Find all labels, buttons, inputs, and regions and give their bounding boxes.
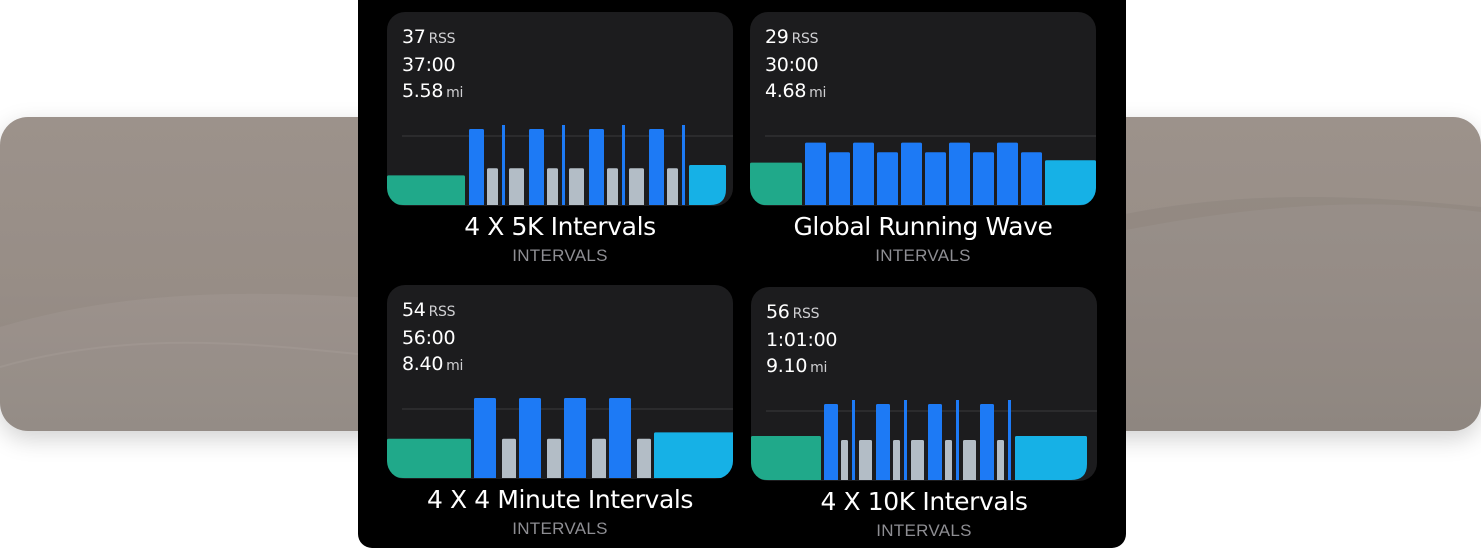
distance-value: 5.58: [402, 80, 444, 102]
chart-bar-work: [925, 152, 946, 205]
workout-category: INTERVALS: [512, 519, 608, 538]
duration-value: 30:00: [765, 54, 819, 76]
workout-title[interactable]: 4 X 5K Intervals: [464, 212, 656, 241]
rss-value: 29: [765, 26, 789, 48]
distance-value: 9.10: [766, 355, 808, 377]
chart-bar-cooldown: [689, 165, 726, 205]
chart-bar-recovery: [667, 168, 678, 205]
rss-value: 37: [402, 26, 426, 48]
chart-bar-work: [956, 400, 959, 480]
chart-bar-work: [519, 398, 541, 478]
chart-bar-recovery: [841, 440, 848, 480]
duration-value: 56:00: [402, 327, 456, 349]
chart-bar-work: [904, 400, 907, 480]
chart-bar-work: [474, 398, 496, 478]
duration-value: 37:00: [402, 54, 456, 76]
chart-bar-recovery: [963, 440, 976, 480]
chart-bar-work: [589, 129, 604, 205]
chart-bar-warmup: [750, 162, 802, 205]
chart-bar-work: [805, 142, 826, 205]
distance-value: 4.68: [765, 80, 807, 102]
workout-stats: 37 RSS 37:00 5.58 mi: [402, 24, 463, 106]
rss-value: 54: [402, 299, 426, 321]
chart-bar-work: [824, 404, 838, 480]
workout-category: INTERVALS: [875, 246, 971, 265]
chart-bar-recovery: [487, 168, 498, 205]
chart-bar-work: [1021, 152, 1042, 205]
chart-bar-work: [564, 398, 586, 478]
chart-bar-recovery: [893, 440, 900, 480]
workout-structure-chart: [750, 135, 1096, 205]
chart-bar-work: [829, 152, 850, 205]
chart-bar-recovery: [859, 440, 872, 480]
chart-bar-warmup: [387, 175, 465, 205]
chart-bar-cooldown: [654, 432, 733, 478]
workout-card-1[interactable]: 37 RSS 37:00 5.58 mi: [387, 12, 733, 206]
chart-bar-recovery: [502, 438, 516, 478]
chart-bar-work: [949, 142, 970, 205]
workout-title[interactable]: 4 X 10K Intervals: [820, 487, 1028, 516]
chart-bar-work: [928, 404, 942, 480]
workout-list-panel: 37 RSS 37:00 5.58 mi 4 X 5K Intervals INTE…: [358, 0, 1126, 548]
chart-bar-work: [901, 142, 922, 205]
chart-bar-recovery: [629, 168, 644, 205]
chart-bar-recovery: [945, 440, 952, 480]
workout-stats: 29 RSS 30:00 4.68 mi: [765, 24, 826, 106]
workout-category: INTERVALS: [876, 521, 972, 540]
chart-bar-work: [853, 142, 874, 205]
chart-bar-recovery: [547, 168, 558, 205]
chart-bar-work: [997, 142, 1018, 205]
duration-value: 1:01:00: [766, 329, 838, 351]
chart-bar-recovery: [547, 438, 561, 478]
chart-bar-work: [469, 129, 484, 205]
workout-card-2[interactable]: 29 RSS 30:00 4.68 mi: [750, 12, 1096, 206]
rss-unit: RSS: [428, 304, 456, 320]
distance-value: 8.40: [402, 353, 444, 375]
rss-value: 56: [766, 301, 790, 323]
chart-bar-recovery: [569, 168, 584, 205]
distance-unit: mi: [809, 85, 827, 101]
workout-structure-chart: [751, 400, 1097, 480]
distance-unit: mi: [446, 85, 464, 101]
workout-category: INTERVALS: [512, 246, 608, 265]
chart-bar-warmup: [387, 438, 471, 478]
chart-bar-work: [852, 400, 855, 480]
chart-bar-work: [1008, 400, 1011, 480]
workout-structure-chart: [387, 398, 733, 478]
chart-bar-recovery: [637, 438, 651, 478]
chart-bar-work: [622, 125, 625, 205]
workout-stats: 54 RSS 56:00 8.40 mi: [402, 297, 463, 379]
chart-bar-recovery: [509, 168, 524, 205]
rss-unit: RSS: [792, 306, 820, 322]
chart-bar-work: [973, 152, 994, 205]
chart-bar-cooldown: [1045, 160, 1096, 205]
chart-bar-recovery: [911, 440, 924, 480]
rss-unit: RSS: [791, 31, 819, 47]
distance-unit: mi: [810, 360, 828, 376]
chart-bar-recovery: [592, 438, 606, 478]
chart-bar-work: [877, 152, 898, 205]
chart-bar-work: [649, 129, 664, 205]
chart-bar-work: [609, 398, 631, 478]
chart-bar-recovery: [997, 440, 1004, 480]
chart-bar-work: [876, 404, 890, 480]
distance-unit: mi: [446, 358, 464, 374]
workout-stats: 56 RSS 1:01:00 9.10 mi: [766, 299, 837, 381]
chart-bar-work: [562, 125, 565, 205]
chart-bar-work: [529, 129, 544, 205]
workout-card-4[interactable]: 56 RSS 1:01:00 9.10 mi: [751, 287, 1097, 481]
chart-bar-warmup: [751, 436, 821, 480]
workout-structure-chart: [387, 125, 733, 205]
workout-title[interactable]: Global Running Wave: [793, 212, 1053, 241]
chart-bar-work: [682, 125, 685, 205]
chart-bar-recovery: [607, 168, 618, 205]
workout-card-3[interactable]: 54 RSS 56:00 8.40 mi: [387, 285, 733, 479]
chart-bar-work: [502, 125, 505, 205]
workout-title[interactable]: 4 X 4 Minute Intervals: [426, 485, 694, 514]
chart-bar-cooldown: [1015, 436, 1087, 480]
chart-bar-work: [980, 404, 994, 480]
rss-unit: RSS: [428, 31, 456, 47]
